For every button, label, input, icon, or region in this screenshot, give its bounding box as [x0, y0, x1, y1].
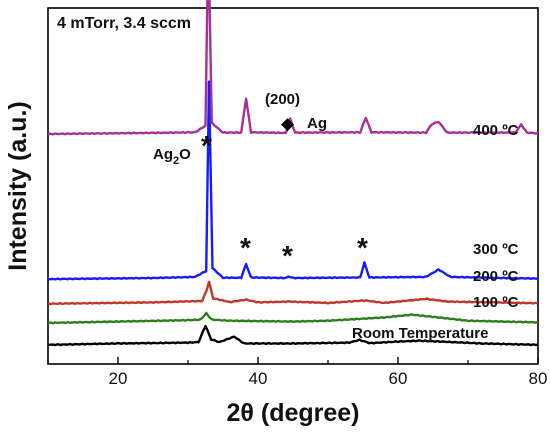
- star-marker-ag2o-44: *: [282, 240, 293, 271]
- series-line-0: [47, 324, 539, 347]
- x-tick-label: 40: [249, 369, 268, 388]
- x-tick-label: 60: [389, 369, 408, 388]
- series-line-3: [47, 80, 539, 281]
- series-line-1: [47, 311, 539, 325]
- series-layer: [47, 0, 539, 347]
- x-axis-ticks: 20 40 60 80: [47, 357, 548, 388]
- ag-annotation: Ag: [307, 115, 327, 132]
- plot-frame: [47, 7, 539, 365]
- series-labels: Room Temperature 100 ºC 200 ºC 300 ºC 400 ºC: [352, 122, 519, 342]
- ag2o-subscript: 2: [173, 155, 179, 167]
- x-axis-label: 2θ (degree): [227, 399, 360, 427]
- series-label-1: 100 ºC: [473, 294, 519, 311]
- star-marker-ag2o-38: *: [240, 232, 251, 263]
- ag2o-annotation: Ag2O: [153, 146, 191, 167]
- series-label-0: Room Temperature: [352, 325, 488, 342]
- series-line-2: [47, 280, 539, 306]
- diamond-marker: ◆: [281, 114, 295, 133]
- star-marker-ag2o-55: *: [357, 232, 368, 263]
- series-line-4: [47, 0, 539, 136]
- x-tick-label: 20: [109, 369, 128, 388]
- series-label-3: 300 ºC: [473, 241, 519, 258]
- y-axis-label: Intensity (a.u.): [4, 101, 32, 270]
- plot-area: [47, 7, 539, 365]
- chart-title: 4 mTorr, 3.4 sccm: [57, 15, 191, 32]
- star-marker-ag2o-111: *: [201, 130, 212, 161]
- ag-index-annotation: (200): [265, 91, 300, 108]
- series-label-4: 400 ºC: [473, 122, 519, 139]
- x-tick-label: 80: [529, 369, 548, 388]
- series-label-2: 200 ºC: [473, 268, 519, 285]
